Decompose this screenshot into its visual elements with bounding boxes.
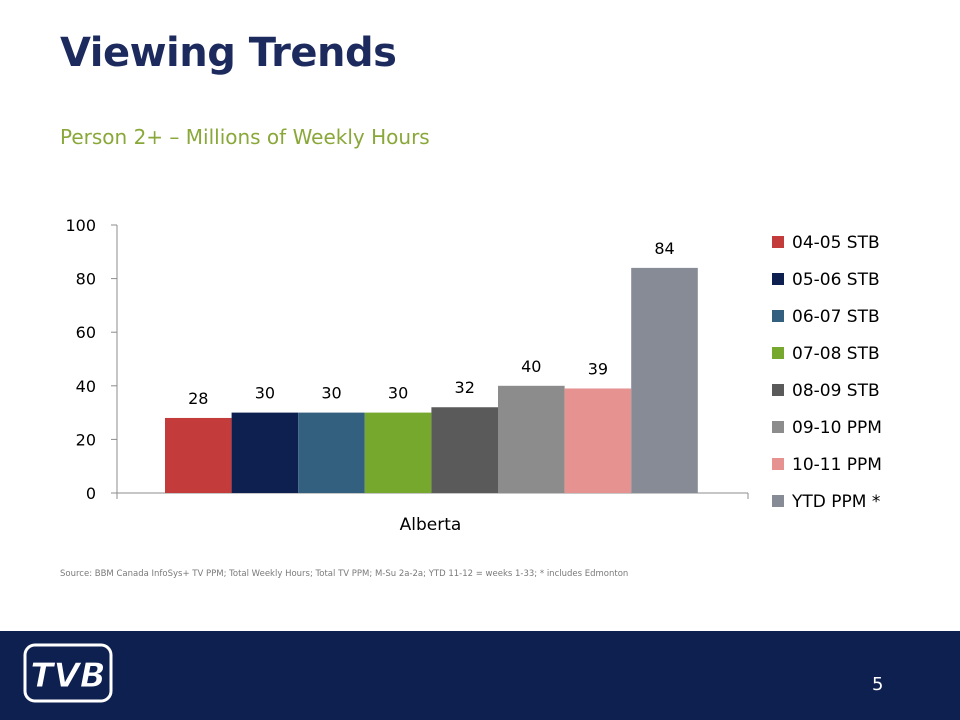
bar-value-label: 30 [388,384,408,403]
slide-title: Viewing Trends [60,30,397,76]
bar [631,267,698,493]
legend-label: 04-05 STB [792,233,880,253]
legend-label: 08-09 STB [792,381,880,401]
chart-axes: 0 20 40 60 80 100 Alberta [65,216,749,535]
legend-swatch [772,236,784,248]
y-tick-label: 20 [76,430,96,449]
y-tick-label: 0 [86,484,96,503]
bar-value-label: 39 [588,359,608,378]
legend-swatch [772,421,784,433]
bar-value-label: 32 [455,378,475,397]
legend-swatch [772,310,784,322]
legend-label: 09-10 PPM [792,418,882,438]
legend-label: 06-07 STB [792,307,880,327]
bar [231,412,299,493]
bar-chart: 0 20 40 60 80 100 Alberta 28 30 30 30 32 40 39 84 04-… [65,216,882,535]
bar [564,388,632,493]
legend-label: 10-11 PPM [792,455,882,475]
legend-swatch [772,384,784,396]
legend-swatch [772,273,784,285]
bar [498,385,565,493]
y-tick-label: 60 [76,323,96,342]
x-category-label: Alberta [400,515,462,535]
source-note: Source: BBM Canada InfoSys+ TV PPM; Tota… [60,569,629,579]
legend-label: 07-08 STB [792,344,880,364]
y-tick-label: 80 [76,270,96,289]
legend-swatch [772,495,784,507]
chart-bars [165,267,698,493]
footer-bar [0,631,960,720]
legend-swatch [772,347,784,359]
bar-value-label: 30 [255,384,275,403]
svg-text:TVB: TVB [30,656,105,696]
legend-label: YTD PPM * [791,492,880,512]
chart-subtitle: Person 2+ – Millions of Weekly Hours [60,125,430,149]
tvb-logo: TVB [23,643,113,703]
bar-value-label: 28 [188,389,208,408]
legend-label: 05-06 STB [792,270,880,290]
bar [431,407,498,493]
bar-value-label: 40 [521,357,541,376]
y-tick-label: 40 [76,377,96,396]
legend-swatch [772,458,784,470]
bar [364,412,432,493]
bar-value-label: 30 [321,384,341,403]
bar-value-label: 84 [654,239,674,258]
bar [298,412,365,493]
bar [165,417,232,493]
chart-data-labels: 28 30 30 30 32 40 39 84 [188,239,675,408]
chart-legend: 04-05 STB 05-06 STB 06-07 STB 07-08 STB 08-0… [772,233,882,512]
page-number: 5 [872,674,884,695]
y-tick-label: 100 [65,216,96,235]
